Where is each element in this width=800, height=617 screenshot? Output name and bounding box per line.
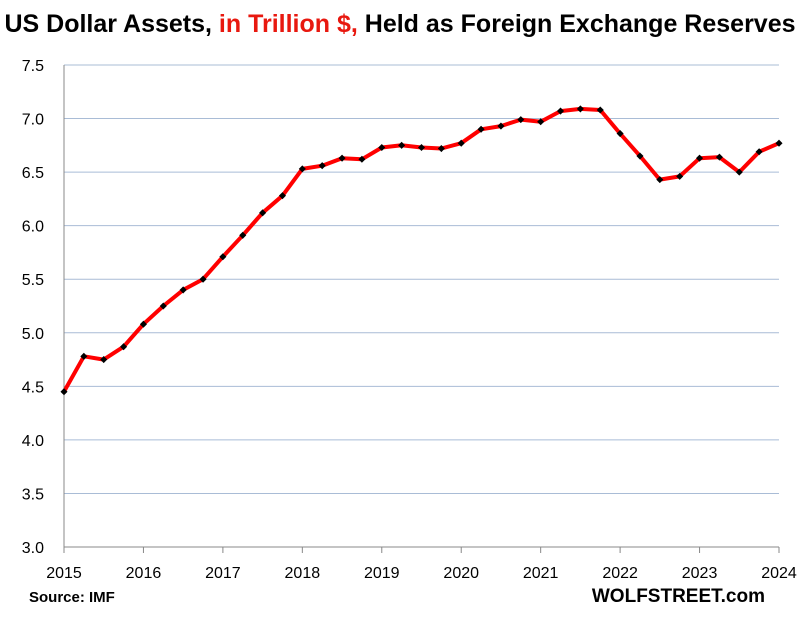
y-axis-tick-labels: 3.0 3.5 4.0 4.5 5.0 5.5 6.0 6.5 7.0 7.5 [22, 58, 44, 557]
data-point [556, 107, 565, 115]
x-tick-label: 2022 [602, 565, 638, 582]
data-point [497, 122, 505, 130]
data-point [537, 118, 545, 126]
title-part-1: US Dollar Assets, [4, 10, 219, 38]
data-point [318, 162, 326, 170]
data-point [636, 152, 644, 160]
data-point [100, 356, 108, 364]
data-point [179, 286, 187, 294]
data-point [715, 153, 723, 161]
data-point [477, 125, 485, 133]
data-point [596, 106, 604, 114]
data-point [239, 231, 247, 239]
data-point [517, 116, 525, 124]
data-point [259, 209, 267, 217]
data-point [338, 154, 346, 162]
data-point [676, 172, 684, 180]
data-point [139, 320, 147, 328]
x-tick-label: 2017 [205, 565, 241, 582]
grid-lines [64, 64, 779, 494]
data-point [120, 343, 128, 351]
data-point [735, 168, 743, 176]
y-tick-label: 7.5 [22, 58, 44, 75]
x-tick-label: 2016 [126, 565, 162, 582]
y-tick-label: 4.0 [22, 433, 44, 450]
x-axis-tick-labels: 2015 2016 2017 2018 2019 2020 2021 2022 2023 2024 [46, 565, 797, 582]
y-tick-label: 6.5 [22, 165, 44, 182]
x-tick-label: 2015 [46, 565, 82, 582]
data-markers [60, 105, 783, 396]
data-point [378, 143, 386, 152]
y-tick-label: 5.5 [22, 272, 44, 289]
data-point [755, 148, 763, 156]
title-part-2-highlight: in Trillion $, [218, 10, 358, 38]
x-tick-label: 2020 [443, 565, 479, 582]
data-point [80, 352, 88, 360]
source-label: Source: IMF [29, 589, 115, 606]
data-point [437, 145, 445, 153]
data-point [60, 388, 68, 396]
axes [63, 65, 780, 553]
chart-title: US Dollar Assets, in Trillion $, Held as… [0, 10, 800, 39]
y-tick-label: 3.0 [22, 540, 44, 557]
data-point [616, 130, 624, 138]
y-tick-label: 6.0 [22, 219, 44, 236]
data-point [358, 155, 366, 163]
data-point [576, 105, 584, 113]
brand-label: WOLFSTREET.com [591, 586, 765, 607]
data-point [298, 165, 306, 173]
data-point [656, 176, 664, 184]
y-tick-label: 3.5 [22, 486, 44, 503]
data-point [457, 139, 465, 147]
data-point [219, 253, 227, 261]
x-tick-label: 2019 [364, 565, 400, 582]
data-point [696, 154, 704, 162]
x-tick-label: 2018 [285, 565, 321, 582]
y-tick-label: 7.0 [22, 112, 44, 129]
data-point [199, 275, 207, 283]
data-point [159, 302, 167, 310]
x-tick-label: 2021 [523, 565, 559, 582]
series-line [62, 106, 781, 394]
y-tick-label: 5.0 [22, 326, 44, 343]
x-tick-label: 2023 [682, 565, 718, 582]
title-part-3: Held as Foreign Exchange Reserves [357, 10, 796, 38]
data-point [775, 139, 783, 147]
data-point [398, 141, 406, 149]
x-tick-label: 2024 [761, 565, 797, 582]
data-series [62, 106, 781, 394]
data-point [278, 192, 287, 200]
y-tick-label: 4.5 [22, 379, 44, 396]
data-point [417, 143, 426, 152]
